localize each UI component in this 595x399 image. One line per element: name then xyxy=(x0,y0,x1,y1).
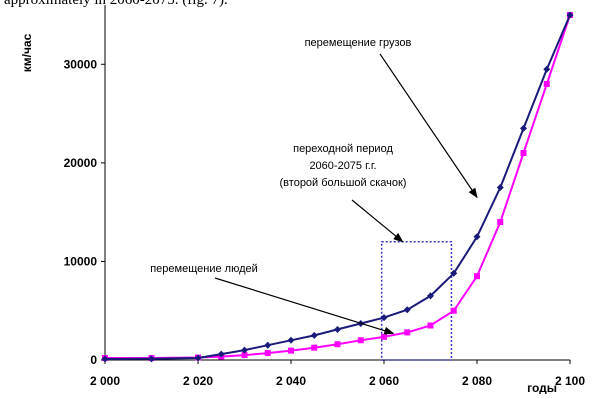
x-tick-label: 2 040 xyxy=(276,374,306,388)
data-point-freight xyxy=(194,354,202,362)
data-point-freight xyxy=(101,355,109,363)
data-point-people xyxy=(334,341,341,348)
data-point-people xyxy=(450,307,457,314)
data-point-people xyxy=(404,329,411,336)
x-tick-label: 2 000 xyxy=(90,374,120,388)
data-point-people xyxy=(520,150,527,156)
data-point-freight xyxy=(334,325,341,333)
annotations: перемещение грузов перемещение людей перех… xyxy=(150,37,478,335)
data-point-freight xyxy=(148,355,155,363)
data-point-freight xyxy=(310,331,318,339)
data-point-people xyxy=(543,81,550,87)
x-tick-label: 2 080 xyxy=(462,374,492,388)
data-point-freight xyxy=(450,269,458,277)
data-point-people xyxy=(311,344,318,351)
data-point-freight xyxy=(543,65,551,73)
y-tick-label: 30000 xyxy=(64,57,98,71)
data-point-freight xyxy=(287,336,295,344)
annotation-transition: переходной период 2060-2075 г.г. (второй б… xyxy=(280,143,407,243)
header-text: approximately in 2060-2075. (fig. 7). xyxy=(4,0,228,8)
annotation-text: (второй большой скачок) xyxy=(280,177,407,189)
x-tick-label: 2 100 xyxy=(555,374,585,388)
data-point-people xyxy=(497,219,504,225)
annotation-arrow xyxy=(379,53,478,199)
y-tick-label: 10000 xyxy=(64,254,98,268)
data-point-people xyxy=(264,350,271,357)
transition-box xyxy=(380,240,453,361)
data-point-people xyxy=(427,322,434,329)
data-point-freight xyxy=(241,346,248,354)
y-axis-label: км/час xyxy=(20,33,34,72)
data-point-freight xyxy=(520,124,527,132)
data-point-freight xyxy=(427,292,434,300)
annotation-people: перемещение людей xyxy=(150,263,395,335)
y-ticks: 0 10000 20000 30000 xyxy=(64,57,105,367)
x-tick-label: 2 060 xyxy=(369,374,399,388)
data-point-people xyxy=(381,333,387,340)
data-point-freight xyxy=(380,314,388,322)
data-point-people xyxy=(357,337,364,344)
data-point-freight xyxy=(217,350,225,358)
data-point-people xyxy=(241,352,248,359)
data-point-people xyxy=(474,273,480,280)
annotation-arrow xyxy=(351,199,404,243)
x-ticks: 2 000 2 020 2 040 2 060 2 080 2 100 xyxy=(90,360,585,388)
annotation-text: переходной период xyxy=(293,143,393,155)
data-point-freight xyxy=(566,11,574,19)
y-tick-label: 0 xyxy=(90,353,97,367)
data-point-people xyxy=(288,347,294,354)
annotation-text: 2060-2075 г.г. xyxy=(309,160,376,172)
annotation-arrow xyxy=(214,277,395,335)
data-point-freight xyxy=(473,233,481,241)
x-tick-label: 2 020 xyxy=(183,374,213,388)
data-point-freight xyxy=(264,341,272,349)
y-tick-label: 20000 xyxy=(64,156,98,170)
transition-highlight xyxy=(380,240,453,361)
annotation-freight: перемещение грузов xyxy=(305,37,478,199)
data-point-freight xyxy=(496,184,504,191)
series-group xyxy=(101,11,574,363)
data-point-freight xyxy=(403,306,411,314)
annotation-text: перемещение грузов xyxy=(305,37,412,49)
annotation-text: перемещение людей xyxy=(150,263,258,275)
x-axis-label: годы xyxy=(527,381,557,394)
